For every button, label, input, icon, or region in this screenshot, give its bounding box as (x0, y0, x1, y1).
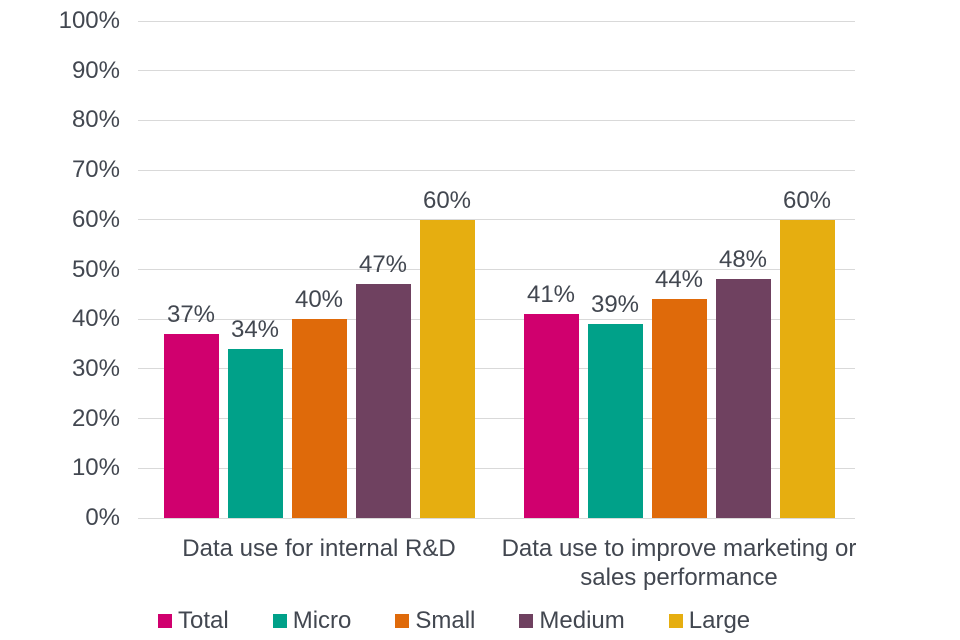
gridline (138, 20, 855, 22)
legend-swatch-icon (158, 614, 172, 628)
gridline (138, 269, 855, 270)
y-tick-label: 40% (71, 305, 120, 333)
category-label: Data use to improve marketing or sales p… (501, 535, 857, 591)
bar-value-label: 48% (718, 246, 768, 274)
bar-value-label: 40% (294, 286, 344, 314)
bar-micro-2 (587, 324, 643, 518)
gridline (138, 517, 855, 519)
bar-total-1 (163, 334, 219, 518)
legend-label: Medium (539, 607, 625, 634)
gridline (138, 368, 855, 370)
y-tick-label: 10% (71, 454, 120, 482)
bar-value-label: 34% (230, 316, 280, 344)
bar-group: 41% 39% 44% 48% 60% (523, 21, 835, 518)
legend-swatch-icon (395, 614, 410, 628)
legend-label: Micro (292, 607, 352, 634)
gridline (138, 418, 855, 420)
y-tick-label: 20% (71, 404, 120, 432)
legend-label: Total (178, 607, 229, 634)
legend-item-micro: Micro (272, 606, 352, 636)
bar-small-2 (651, 299, 707, 518)
legend-label: Large (688, 607, 751, 634)
gridline (138, 169, 855, 171)
legend-item-medium: Medium (519, 606, 625, 636)
y-tick-label: 80% (71, 106, 120, 134)
legend-item-total: Total (158, 606, 229, 636)
bar-large-2 (779, 219, 835, 518)
y-tick-label: 90% (71, 56, 120, 84)
gridline (138, 318, 855, 320)
bar-value-label: 47% (358, 251, 408, 279)
bar-small-1 (291, 319, 347, 518)
y-tick-label: 30% (71, 354, 120, 382)
legend-swatch-icon (519, 614, 534, 628)
legend-item-large: Large (668, 606, 751, 636)
bar-value-label: 60% (422, 186, 472, 214)
bar-value-label: 60% (782, 186, 832, 214)
y-tick-label: 0% (85, 504, 120, 531)
bar-group: 37% 34% 40% 47% 60% (163, 21, 475, 518)
legend: Total Micro Small Medium Large (158, 606, 750, 636)
legend-swatch-icon (668, 614, 683, 628)
y-tick-label: 50% (71, 255, 120, 283)
bar-total-2 (523, 314, 579, 518)
bar-value-label: 39% (590, 291, 640, 319)
gridline (138, 70, 855, 72)
bar-value-label: 41% (526, 281, 576, 309)
y-tick-label: 100% (58, 7, 120, 34)
bar-micro-1 (227, 349, 283, 518)
bar-medium-1 (355, 284, 411, 518)
legend-swatch-icon (272, 614, 287, 628)
gridline (138, 219, 855, 221)
legend-label: Small (415, 607, 476, 634)
y-axis-labels: 0% 10% 20% 30% 40% 50% 60% 70% 80% 90% 100% (20, 7, 120, 531)
gridline (138, 467, 855, 469)
gridline (138, 119, 855, 121)
y-tick-label: 60% (71, 205, 120, 233)
bar-medium-2 (715, 279, 771, 518)
category-label: Data use for internal R&D (182, 535, 456, 562)
bar-value-label: 44% (654, 266, 704, 294)
plot-area: 37% 34% 40% 47% 60% 41% 39% 44% 48% 60% (138, 20, 855, 519)
y-tick-label: 70% (71, 156, 120, 184)
bar-large-1 (419, 219, 475, 518)
legend-item-small: Small (395, 606, 475, 636)
bar-value-label: 37% (166, 301, 216, 329)
